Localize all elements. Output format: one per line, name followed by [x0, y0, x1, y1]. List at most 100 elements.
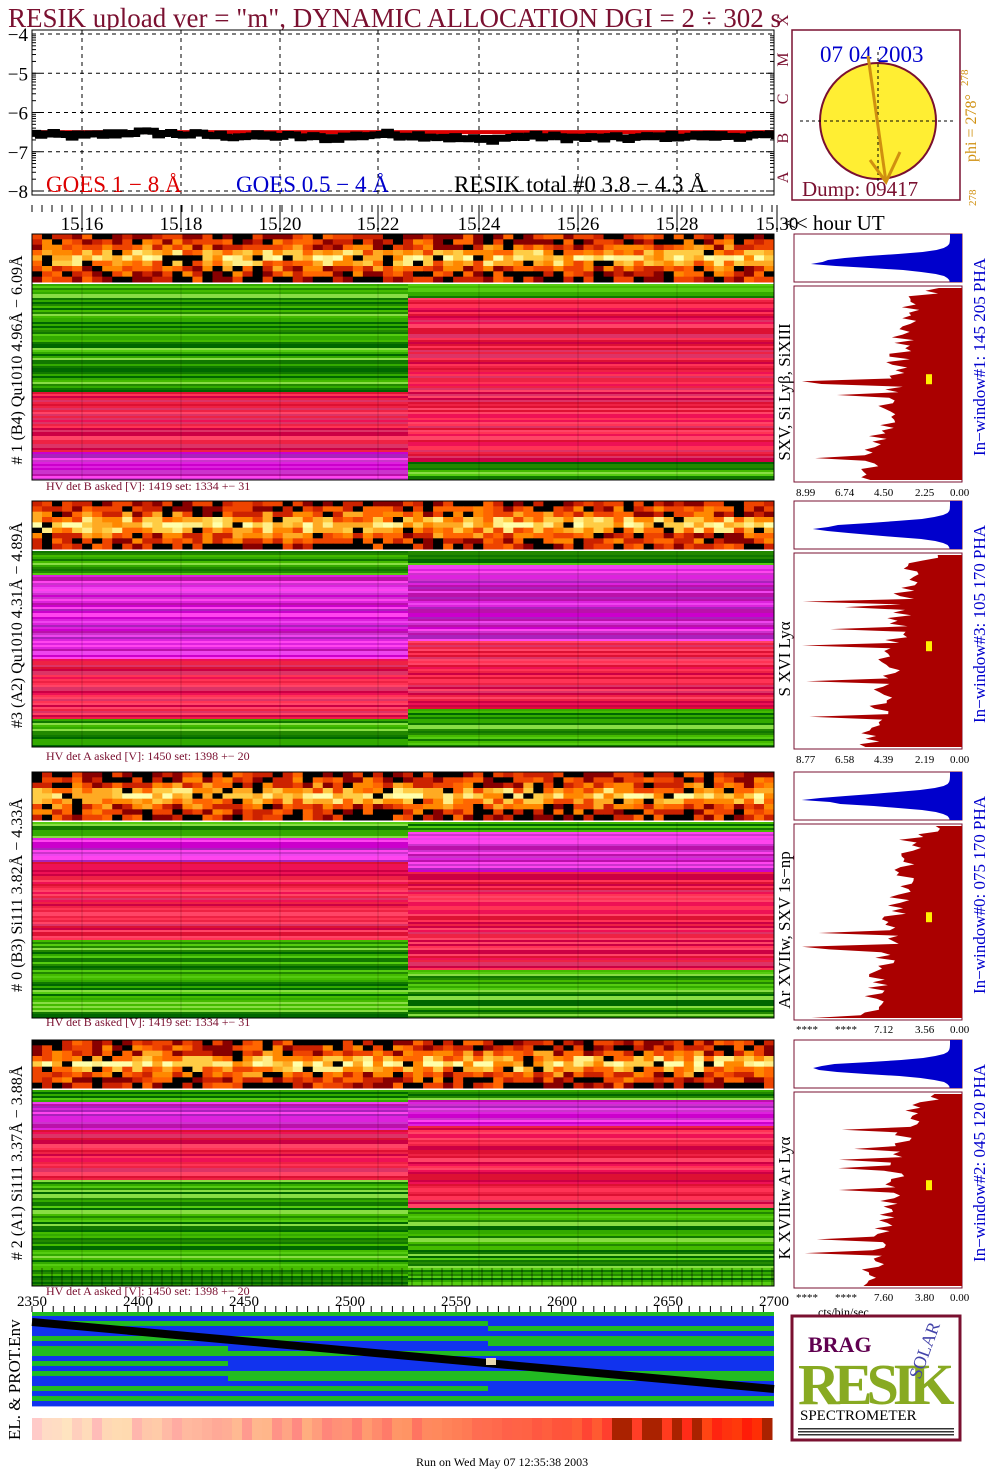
- pha-window-label: In−window#2: 045 120 PHA: [970, 1063, 989, 1262]
- logo-spectrometer: SPECTROMETER: [800, 1408, 917, 1424]
- pha-tick-label: 0.00: [950, 1292, 970, 1304]
- pha-panel: 8.77 6.58 4.39 2.19 0.00 In−window#3: 105 170…: [793, 500, 989, 766]
- sun-dump: Dump: 09417: [802, 177, 918, 201]
- goes-y-tick: −4: [8, 25, 29, 46]
- env-tick-label: 2450: [229, 1294, 259, 1310]
- time-tick-label: 15.22: [357, 214, 400, 235]
- footer-run-info: Run on Wed May 07 12:35:38 2003: [416, 1455, 588, 1469]
- env-tick-label: 2650: [653, 1294, 683, 1310]
- channel-side-label: #3 (A2) Qu1010 4.31Å − 4.89Å: [8, 522, 26, 728]
- goes-y-tick: −8: [8, 182, 28, 203]
- pha-tick-label: ****: [835, 1024, 857, 1036]
- env-tick-label: 2500: [335, 1294, 365, 1310]
- time-tick-label: 15.18: [160, 214, 203, 235]
- legend-goes-05-4: GOES 0.5 − 4 Å: [236, 172, 389, 197]
- sun-phi: phi = 278°: [963, 94, 980, 162]
- pha-tick-label: 0.00: [950, 754, 970, 766]
- pha-tick-label: 2.25: [915, 487, 935, 499]
- channel-line-label: K XVIIIw Ar Lyα: [775, 1137, 794, 1260]
- time-axis: 15.16 15.18 15.20 15.22 15.24 15.26 15.28 15.30: [31, 205, 799, 235]
- legend-goes-1-8: GOES 1 − 8 Å: [46, 172, 182, 197]
- pha-panel: 8.99 6.74 4.50 2.25 0.00 In−window#1: 145 205…: [793, 233, 989, 499]
- pha-tick-label: 0.00: [950, 487, 970, 499]
- time-unit-label: << hour UT: [784, 211, 885, 235]
- env-ylabel: EL. & PROT.Env: [5, 1319, 24, 1440]
- channel-side-label: # 2 (A1) Si111 3.37Å − 3.88Å: [8, 1065, 26, 1260]
- pha-tick-label: ****: [796, 1024, 818, 1036]
- resik-total-series: [32, 127, 774, 145]
- env-color-strip: [32, 1418, 773, 1440]
- channel-panel-ch2: HV det A asked [V]: 1450 set: 1398 +− 20…: [8, 1039, 989, 1304]
- channel-spectrum: [32, 822, 774, 1019]
- pha-tick-label: 6.58: [835, 754, 855, 766]
- channel-heatmap: [32, 234, 775, 283]
- channel-spectrum: [32, 284, 774, 481]
- channel-line-label: S XVI Lyα: [775, 621, 794, 696]
- pha-tick-label: 6.74: [835, 487, 855, 499]
- pha-window-label: In−window#1: 145 205 PHA: [970, 257, 989, 456]
- time-tick-label: 15.24: [458, 214, 501, 235]
- goes-class-letter: A: [775, 171, 792, 183]
- goes-class-letter: M: [775, 53, 792, 67]
- env-tick-label: 2350: [17, 1294, 47, 1310]
- page-title: RESIK upload ver = "m", DYNAMIC ALLOCATI…: [8, 3, 781, 33]
- pha-tick-label: 4.50: [874, 487, 894, 499]
- solar-axis-icon: [866, 55, 888, 183]
- pha-tick-label: 2.19: [915, 754, 935, 766]
- pha-tick-label: 3.56: [915, 1024, 935, 1036]
- goes-y-tick: −6: [8, 104, 28, 125]
- env-tick-label: 2700: [759, 1294, 789, 1310]
- time-tick-label: 15.28: [656, 214, 699, 235]
- channel-heatmap: [32, 501, 775, 550]
- env-tick-label: 2400: [123, 1294, 153, 1310]
- channel-panel-ch3: HV det A asked [V]: 1450 set: 1398 +− 20…: [8, 500, 989, 766]
- time-tick-label: 15.16: [61, 214, 104, 235]
- legend-resik-total: RESIK total #0 3.8 − 4.3 Å: [454, 172, 706, 197]
- channel-panel-ch0: HV det B asked [V]: 1419 set: 1334 +− 31…: [8, 771, 989, 1036]
- channel-heatmap: [32, 1040, 775, 1089]
- env-panel: EL. & PROT.Env: [5, 1312, 775, 1440]
- env-tick-label: 2600: [547, 1294, 577, 1310]
- channel-line-label: SXV, Si Lyβ, SiXIII: [775, 323, 794, 461]
- hv-status: HV det A asked [V]: 1450 set: 1398 +− 20: [46, 749, 250, 763]
- goes-grid: [32, 30, 774, 195]
- hv-status: HV det B asked [V]: 1419 set: 1334 +− 31: [46, 479, 250, 493]
- time-tick-label: 15.26: [557, 214, 600, 235]
- pha-tick-label: 7.12: [874, 1024, 893, 1036]
- hv-status: HV det A asked [V]: 1450 set: 1398 +− 20: [46, 1284, 250, 1298]
- goes-y-tick: −7: [8, 143, 28, 164]
- goes-y-tick: −5: [8, 64, 28, 85]
- sun-phi-sup: 278: [959, 69, 971, 86]
- pha-tick-label: 7.60: [874, 1292, 894, 1304]
- channel-side-label: # 1 (B4) Qu1010 4.96Å − 6.09Å: [8, 255, 26, 464]
- logo-bragg: BRAG: [808, 1332, 872, 1357]
- detector-channels: HV det B asked [V]: 1419 set: 1334 +− 31…: [8, 233, 989, 1304]
- pha-tick-label: ****: [796, 1292, 818, 1304]
- time-tick-label: 15.30: [756, 214, 799, 235]
- goes-y-tick-labels: −4 −5 −6 −7 −8: [8, 25, 29, 203]
- goes-panel: −4 −5 −6 −7 −8 A B C M X GOES 1 − 8 Å GOES 0.5 −…: [8, 14, 792, 203]
- sun-phi-small: 278: [967, 189, 979, 206]
- sun-panel: 07 04 2003 Dump: 09417 phi = 278° 278 27…: [791, 29, 980, 206]
- resik-logo: BRAG RESIK SOLAR SPECTROMETER: [790, 1314, 962, 1442]
- pha-window-label: In−window#3: 105 170 PHA: [970, 524, 989, 723]
- pha-tick-label: 0.00: [950, 1024, 970, 1036]
- env-trend-line: [31, 1318, 775, 1393]
- hv-status: HV det B asked [V]: 1419 set: 1334 +− 31: [46, 1015, 250, 1029]
- pha-window-label: In−window#0: 075 170 PHA: [970, 795, 989, 994]
- logo-resik: RESIK: [798, 1352, 954, 1417]
- channel-panel-ch1: HV det B asked [V]: 1419 set: 1334 +− 31…: [8, 233, 989, 499]
- goes-class-letter: X: [775, 14, 792, 26]
- pha-panel: **** **** 7.60 3.80 0.00 In−window#2: 045 120…: [793, 1039, 989, 1304]
- env-tick-label: 2550: [441, 1294, 471, 1310]
- channel-spectrum: [32, 1090, 774, 1287]
- channel-spectrum: [32, 551, 774, 748]
- pha-tick-label: 4.39: [874, 754, 894, 766]
- pha-tick-label: 8.99: [796, 487, 816, 499]
- env-axis: 2350 2400 2450 2500 2550 2600 2650 2700: [17, 1294, 789, 1312]
- goes-class-letter: C: [775, 94, 792, 105]
- goes-class-letters: A B C M X: [775, 14, 792, 183]
- pha-tick-label: 3.80: [915, 1292, 935, 1304]
- channel-line-label: Ar XVIIw, SXV 1s−np: [775, 851, 794, 1008]
